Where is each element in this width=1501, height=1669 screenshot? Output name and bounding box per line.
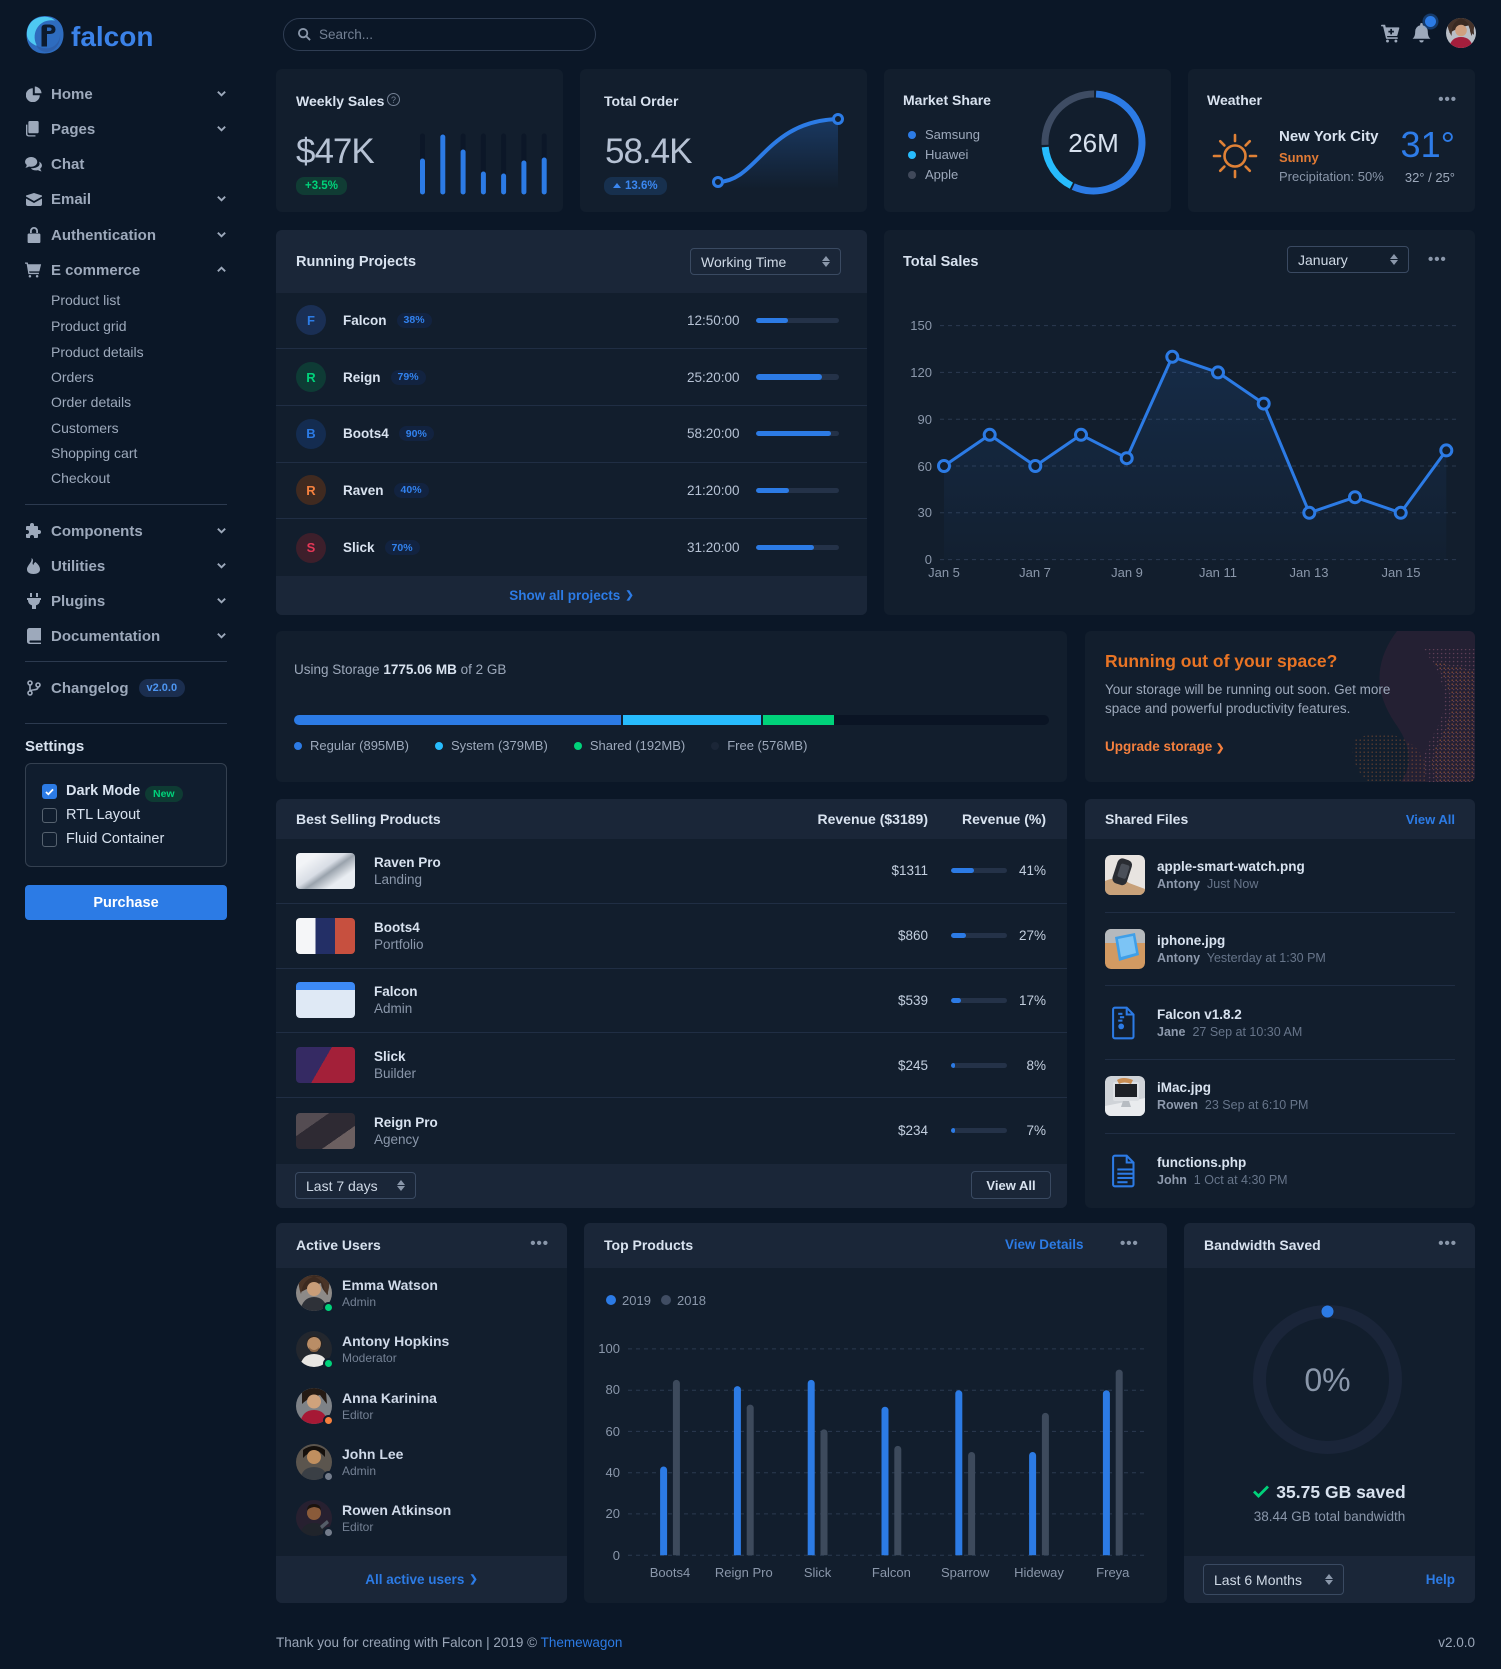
svg-text:Sparrow: Sparrow xyxy=(941,1565,990,1580)
svg-text:40: 40 xyxy=(606,1465,620,1480)
svg-text:Falcon: Falcon xyxy=(872,1565,911,1580)
svg-text:Jan 11: Jan 11 xyxy=(1199,565,1237,580)
svg-text:Slick: Slick xyxy=(804,1565,832,1580)
svg-text:150: 150 xyxy=(910,318,932,333)
svg-text:Hideway: Hideway xyxy=(1014,1565,1064,1580)
svg-text:0%: 0% xyxy=(1304,1362,1350,1398)
svg-text:Reign Pro: Reign Pro xyxy=(715,1565,773,1580)
svg-text:Freya: Freya xyxy=(1096,1565,1130,1580)
svg-text:120: 120 xyxy=(910,365,932,380)
svg-text:Jan 9: Jan 9 xyxy=(1111,565,1143,580)
svg-text:60: 60 xyxy=(606,1424,620,1439)
svg-text:30: 30 xyxy=(918,505,932,520)
svg-text:0: 0 xyxy=(925,552,932,567)
svg-text:20: 20 xyxy=(606,1506,620,1521)
svg-text:Jan 15: Jan 15 xyxy=(1381,565,1420,580)
svg-text:Jan 5: Jan 5 xyxy=(928,565,960,580)
svg-text:Boots4: Boots4 xyxy=(650,1565,690,1580)
svg-text:100: 100 xyxy=(598,1341,620,1356)
svg-text:80: 80 xyxy=(606,1382,620,1397)
svg-text:Jan 13: Jan 13 xyxy=(1289,565,1328,580)
svg-text:0: 0 xyxy=(613,1548,620,1563)
svg-text:Jan 7: Jan 7 xyxy=(1019,565,1051,580)
svg-text:2018: 2018 xyxy=(677,1293,706,1308)
svg-text:60: 60 xyxy=(918,459,932,474)
svg-text:90: 90 xyxy=(918,412,932,427)
svg-text:2019: 2019 xyxy=(622,1293,651,1308)
svg-text:26M: 26M xyxy=(1068,128,1119,158)
